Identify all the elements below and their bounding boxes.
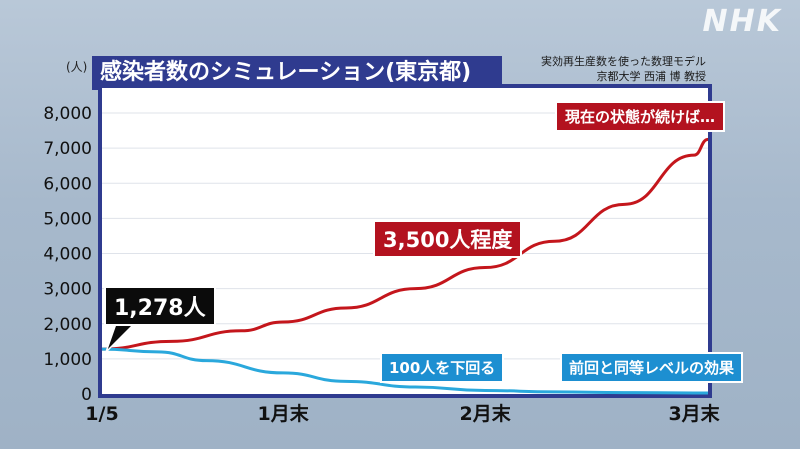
y-tick-label: 8,000 xyxy=(43,104,92,124)
model-credit: 実効再生産数を使った数理モデル 京都大学 西浦 博 教授 xyxy=(526,54,706,84)
y-tick-label: 7,000 xyxy=(43,139,92,159)
annotation-current-trend: 現在の状態が続けば… xyxy=(555,101,726,132)
series-line-0 xyxy=(101,137,709,351)
series-line-1 xyxy=(101,347,708,395)
y-tick-label: 2,000 xyxy=(43,315,92,335)
annotation-initial-cases: 1,278人 xyxy=(104,286,216,326)
annotation-end-jan-estimate: 3,500人程度 xyxy=(373,220,523,258)
y-tick-label: 0 xyxy=(81,385,92,405)
annotation-below-100: 100人を下回る xyxy=(380,352,505,383)
series-lines xyxy=(101,137,709,395)
y-tick-label: 3,000 xyxy=(43,280,92,300)
y-tick-label: 4,000 xyxy=(43,245,92,265)
y-axis-unit: (人) xyxy=(66,60,88,74)
x-tick-label: 1月末 xyxy=(257,402,309,425)
y-tick-label: 1,000 xyxy=(43,350,92,370)
x-tick-label: 1/5 xyxy=(85,403,118,425)
credit-model: 実効再生産数を使った数理モデル xyxy=(541,55,706,68)
x-tick-labels: 1/5 1月末 2月末 3月末 xyxy=(85,402,720,425)
y-tick-label: 6,000 xyxy=(43,174,92,194)
annotation-same-effect: 前回と同等レベルの効果 xyxy=(560,352,744,383)
x-tick-label: 2月末 xyxy=(459,402,511,425)
nhk-logo: NHK xyxy=(702,4,782,39)
x-tick-label: 3月末 xyxy=(668,402,720,425)
credit-author: 京都大学 西浦 博 教授 xyxy=(596,70,707,83)
y-tick-label: 5,000 xyxy=(43,209,92,229)
y-tick-labels: 0 1,000 2,000 3,000 4,000 5,000 6,000 7,000 8,00… xyxy=(43,104,92,405)
